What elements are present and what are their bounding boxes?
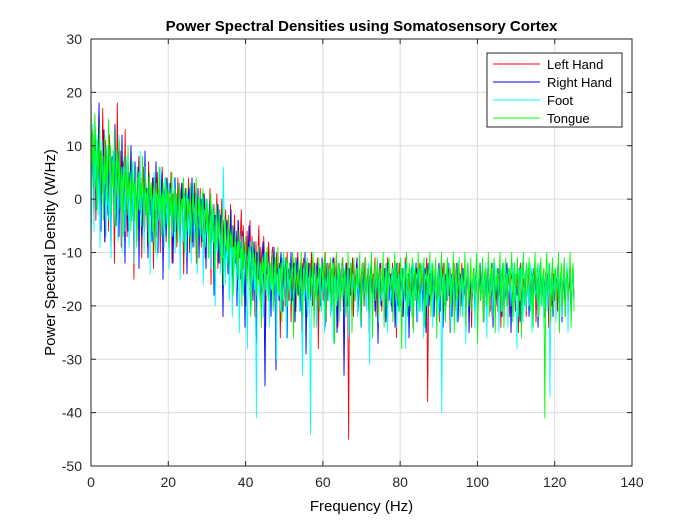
x-tick-label: 60	[315, 474, 331, 490]
y-tick-label: -50	[62, 458, 82, 474]
x-tick-label: 120	[543, 474, 567, 490]
y-tick-label: 30	[66, 31, 82, 47]
legend-label: Right Hand	[547, 75, 612, 90]
x-tick-label: 40	[238, 474, 254, 490]
y-tick-label: -20	[62, 298, 82, 314]
x-tick-label: 20	[160, 474, 176, 490]
y-tick-label: 20	[66, 84, 82, 100]
y-axis-label: Power Spectral Density (W/Hz)	[42, 149, 59, 356]
x-axis-label: Frequency (Hz)	[310, 498, 413, 515]
legend-box	[486, 52, 623, 128]
legend-label: Left Hand	[547, 57, 603, 72]
x-tick-label: 140	[620, 474, 644, 490]
y-tick-label: -40	[62, 405, 82, 421]
legend-label: Foot	[547, 93, 573, 108]
axis-ticks	[90, 38, 633, 467]
y-tick-label: -30	[62, 351, 82, 367]
y-tick-label: 10	[66, 138, 82, 154]
x-tick-label: 0	[87, 474, 95, 490]
x-tick-label: 100	[466, 474, 490, 490]
y-tick-label: -10	[62, 245, 82, 261]
tick-labels: 0 20 40 60 80 100 120 140 -50 -40 -30 -20 -10 0 10 20 30	[62, 31, 644, 490]
legend-label: Tongue	[547, 111, 590, 126]
y-tick-label: 0	[74, 191, 82, 207]
series-line-tongue	[90, 92, 575, 419]
x-tick-label: 80	[392, 474, 408, 490]
chart-title: Power Spectral Densities using Somatosen…	[166, 18, 558, 35]
series-layer	[90, 92, 575, 440]
legend: Left Hand Right Hand Foot Tongue	[486, 52, 623, 128]
